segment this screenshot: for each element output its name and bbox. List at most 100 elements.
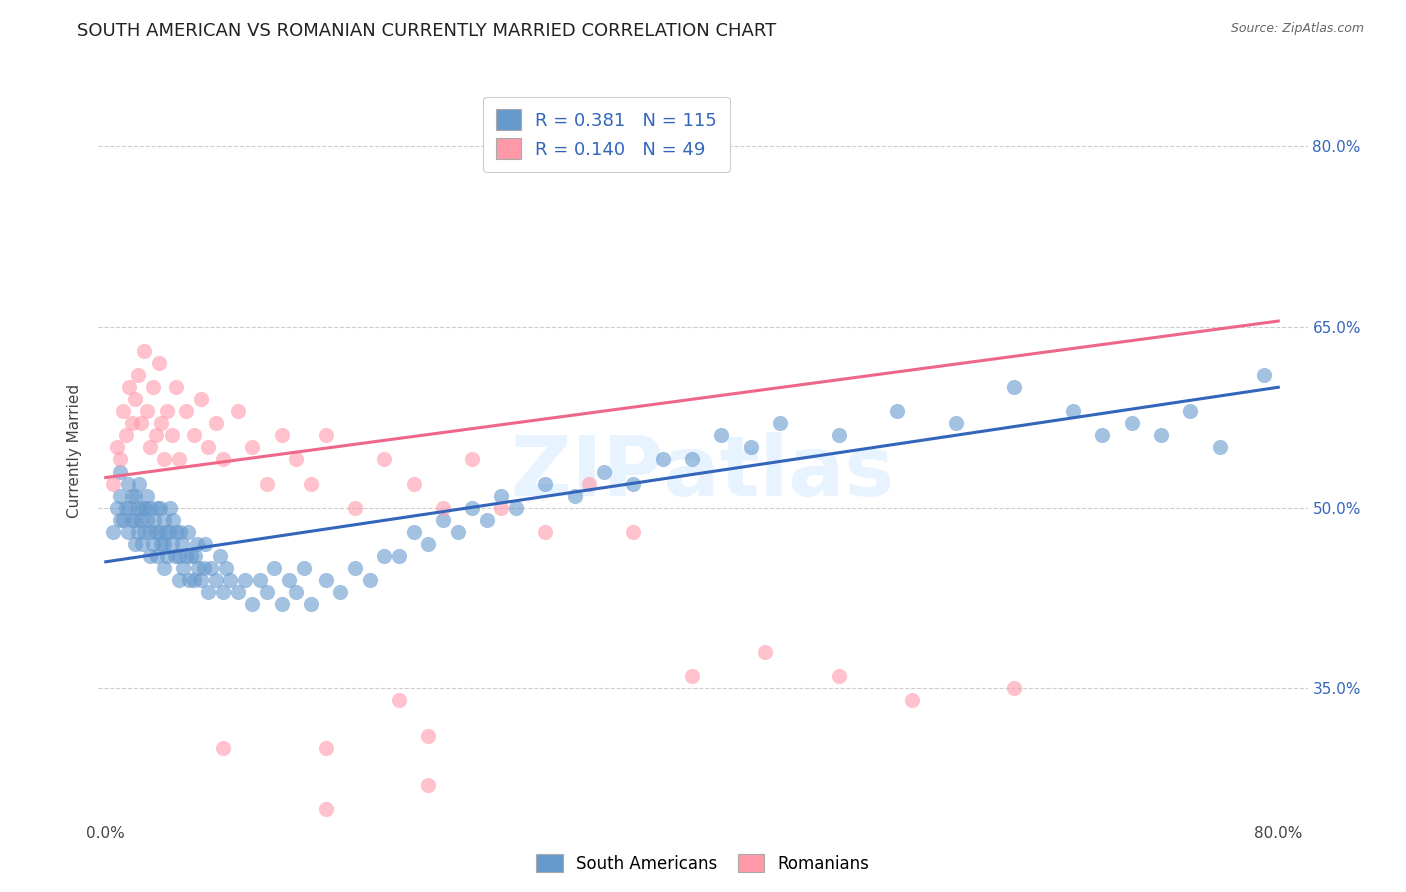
Point: [827, 428, 849, 442]
Point: [190, 573, 212, 587]
Point: [373, 452, 395, 467]
Point: [150, 537, 173, 551]
Point: [212, 741, 235, 756]
Point: [176, 549, 198, 563]
Point: [157, 524, 180, 539]
Point: [740, 441, 762, 455]
Point: [155, 524, 177, 539]
Point: [681, 669, 703, 683]
Point: [373, 549, 395, 563]
Point: [315, 802, 337, 816]
Point: [132, 524, 155, 539]
Point: [418, 778, 440, 792]
Point: [156, 404, 179, 418]
Point: [153, 452, 176, 467]
Point: [270, 428, 292, 442]
Point: [150, 417, 173, 431]
Point: [193, 561, 215, 575]
Point: [165, 380, 187, 394]
Point: [263, 561, 285, 575]
Point: [121, 417, 143, 431]
Point: [107, 500, 129, 515]
Point: [270, 597, 292, 611]
Legend: South Americans, Romanians: South Americans, Romanians: [530, 847, 876, 880]
Point: [124, 537, 146, 551]
Point: [167, 452, 190, 467]
Point: [110, 452, 132, 467]
Point: [124, 392, 146, 407]
Point: [112, 404, 135, 418]
Point: [285, 585, 308, 599]
Point: [110, 513, 132, 527]
Legend: R = 0.381   N = 115, R = 0.140   N = 49: R = 0.381 N = 115, R = 0.140 N = 49: [482, 96, 730, 172]
Point: [118, 500, 141, 515]
Point: [651, 452, 673, 467]
Point: [115, 428, 138, 442]
Point: [446, 524, 468, 539]
Point: [1091, 428, 1114, 442]
Point: [226, 585, 249, 599]
Point: [215, 561, 238, 575]
Point: [491, 489, 513, 503]
Point: [156, 549, 179, 563]
Point: [827, 669, 849, 683]
Point: [621, 476, 644, 491]
Point: [402, 476, 425, 491]
Point: [219, 573, 242, 587]
Point: [138, 524, 160, 539]
Point: [134, 500, 156, 515]
Point: [249, 573, 271, 587]
Point: [115, 500, 138, 515]
Point: [129, 417, 152, 431]
Point: [135, 404, 157, 418]
Point: [180, 549, 202, 563]
Point: [143, 513, 166, 527]
Point: [1004, 380, 1026, 394]
Point: [534, 524, 557, 539]
Point: [418, 537, 440, 551]
Point: [505, 500, 527, 515]
Point: [184, 549, 207, 563]
Point: [593, 465, 616, 479]
Point: [315, 428, 337, 442]
Point: [186, 537, 208, 551]
Point: [754, 645, 776, 659]
Point: [256, 585, 278, 599]
Point: [204, 417, 226, 431]
Point: [129, 513, 152, 527]
Point: [1004, 681, 1026, 696]
Point: [226, 404, 249, 418]
Point: [145, 428, 167, 442]
Point: [146, 500, 169, 515]
Point: [117, 476, 139, 491]
Point: [135, 489, 157, 503]
Point: [769, 417, 792, 431]
Point: [388, 693, 411, 707]
Point: [138, 500, 160, 515]
Point: [329, 585, 352, 599]
Point: [1150, 428, 1173, 442]
Point: [194, 537, 217, 551]
Point: [135, 513, 157, 527]
Point: [146, 549, 169, 563]
Point: [153, 513, 176, 527]
Point: [1121, 417, 1143, 431]
Point: [110, 465, 132, 479]
Point: [240, 441, 263, 455]
Point: [233, 573, 256, 587]
Y-axis label: Currently Married: Currently Married: [67, 384, 83, 517]
Point: [121, 513, 143, 527]
Point: [256, 476, 278, 491]
Point: [170, 537, 193, 551]
Point: [1253, 368, 1275, 383]
Point: [128, 476, 150, 491]
Point: [172, 561, 194, 575]
Point: [187, 561, 209, 575]
Point: [159, 500, 181, 515]
Point: [388, 549, 411, 563]
Point: [212, 452, 235, 467]
Point: [681, 452, 703, 467]
Point: [534, 476, 557, 491]
Point: [564, 489, 586, 503]
Point: [461, 452, 484, 467]
